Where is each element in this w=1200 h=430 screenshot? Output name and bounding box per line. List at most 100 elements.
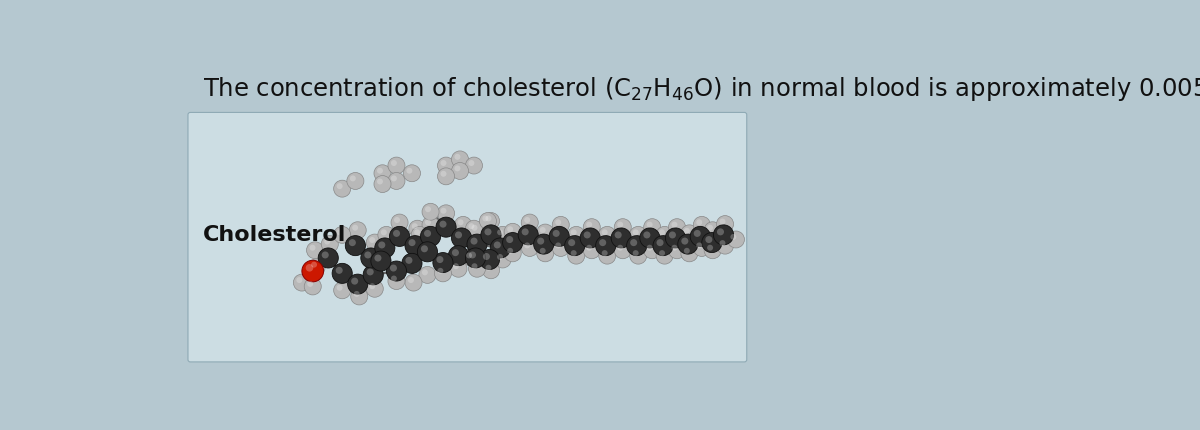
Circle shape <box>486 215 492 221</box>
Circle shape <box>390 226 409 246</box>
Circle shape <box>334 282 350 299</box>
Circle shape <box>565 236 584 256</box>
Circle shape <box>571 229 577 235</box>
Circle shape <box>306 242 324 259</box>
Circle shape <box>482 262 499 279</box>
Circle shape <box>418 242 438 262</box>
Circle shape <box>390 264 397 272</box>
Circle shape <box>466 248 486 268</box>
Circle shape <box>425 219 431 225</box>
Circle shape <box>504 223 521 240</box>
Circle shape <box>450 260 467 277</box>
Circle shape <box>599 226 616 243</box>
Circle shape <box>643 219 661 236</box>
Circle shape <box>617 245 623 251</box>
Circle shape <box>412 223 418 229</box>
Circle shape <box>716 237 733 254</box>
Circle shape <box>378 226 395 243</box>
Circle shape <box>452 249 458 256</box>
Circle shape <box>694 240 710 256</box>
Circle shape <box>374 175 391 193</box>
Circle shape <box>614 231 622 239</box>
Circle shape <box>455 166 461 172</box>
Circle shape <box>731 234 737 240</box>
Circle shape <box>482 253 490 260</box>
Circle shape <box>647 221 653 227</box>
Circle shape <box>694 230 701 237</box>
Circle shape <box>583 219 600 236</box>
Circle shape <box>494 226 511 243</box>
Circle shape <box>672 245 678 251</box>
Circle shape <box>583 242 600 259</box>
Circle shape <box>595 236 616 256</box>
Text: Cholesterol: Cholesterol <box>203 225 346 245</box>
Circle shape <box>422 203 439 220</box>
Circle shape <box>437 256 444 263</box>
Circle shape <box>374 165 391 182</box>
Circle shape <box>630 247 647 264</box>
Circle shape <box>346 236 366 256</box>
Circle shape <box>370 283 376 289</box>
Circle shape <box>374 255 382 261</box>
Circle shape <box>302 260 324 282</box>
Circle shape <box>534 234 553 254</box>
Circle shape <box>601 229 607 235</box>
Circle shape <box>425 206 431 212</box>
Circle shape <box>307 281 313 287</box>
Circle shape <box>433 252 454 273</box>
Circle shape <box>438 205 455 222</box>
Circle shape <box>457 219 463 225</box>
Circle shape <box>672 221 678 227</box>
Circle shape <box>716 215 733 233</box>
Circle shape <box>438 268 443 274</box>
Circle shape <box>656 226 673 243</box>
Circle shape <box>311 262 317 267</box>
Circle shape <box>419 267 436 283</box>
Circle shape <box>497 229 503 235</box>
Circle shape <box>440 208 446 214</box>
Circle shape <box>503 233 523 252</box>
Circle shape <box>659 229 665 235</box>
Circle shape <box>536 245 553 262</box>
Circle shape <box>518 225 539 245</box>
Circle shape <box>678 234 698 254</box>
Circle shape <box>306 264 313 272</box>
Circle shape <box>580 228 600 248</box>
Circle shape <box>714 225 733 245</box>
Circle shape <box>466 252 472 258</box>
Circle shape <box>643 231 650 239</box>
Circle shape <box>491 238 510 258</box>
Circle shape <box>408 239 415 246</box>
Circle shape <box>347 172 364 190</box>
Circle shape <box>455 216 472 233</box>
Circle shape <box>583 231 590 239</box>
Circle shape <box>451 151 468 168</box>
Circle shape <box>479 212 497 230</box>
Circle shape <box>599 239 606 246</box>
Circle shape <box>468 223 474 229</box>
Circle shape <box>536 224 553 241</box>
Circle shape <box>364 265 383 285</box>
Circle shape <box>439 221 446 227</box>
Circle shape <box>482 212 499 230</box>
Circle shape <box>472 225 478 230</box>
Circle shape <box>469 252 476 258</box>
Circle shape <box>632 229 638 235</box>
Circle shape <box>682 238 689 245</box>
Circle shape <box>479 249 499 270</box>
Circle shape <box>388 157 404 174</box>
Circle shape <box>538 238 545 245</box>
Circle shape <box>422 216 439 233</box>
Circle shape <box>408 277 414 283</box>
Circle shape <box>468 260 486 277</box>
Circle shape <box>367 268 373 275</box>
Circle shape <box>630 239 637 246</box>
Circle shape <box>696 219 702 225</box>
Circle shape <box>420 226 440 246</box>
Circle shape <box>422 269 428 275</box>
Circle shape <box>308 259 325 276</box>
Circle shape <box>684 228 690 234</box>
Circle shape <box>680 225 698 242</box>
Circle shape <box>587 245 592 251</box>
Circle shape <box>374 238 395 258</box>
